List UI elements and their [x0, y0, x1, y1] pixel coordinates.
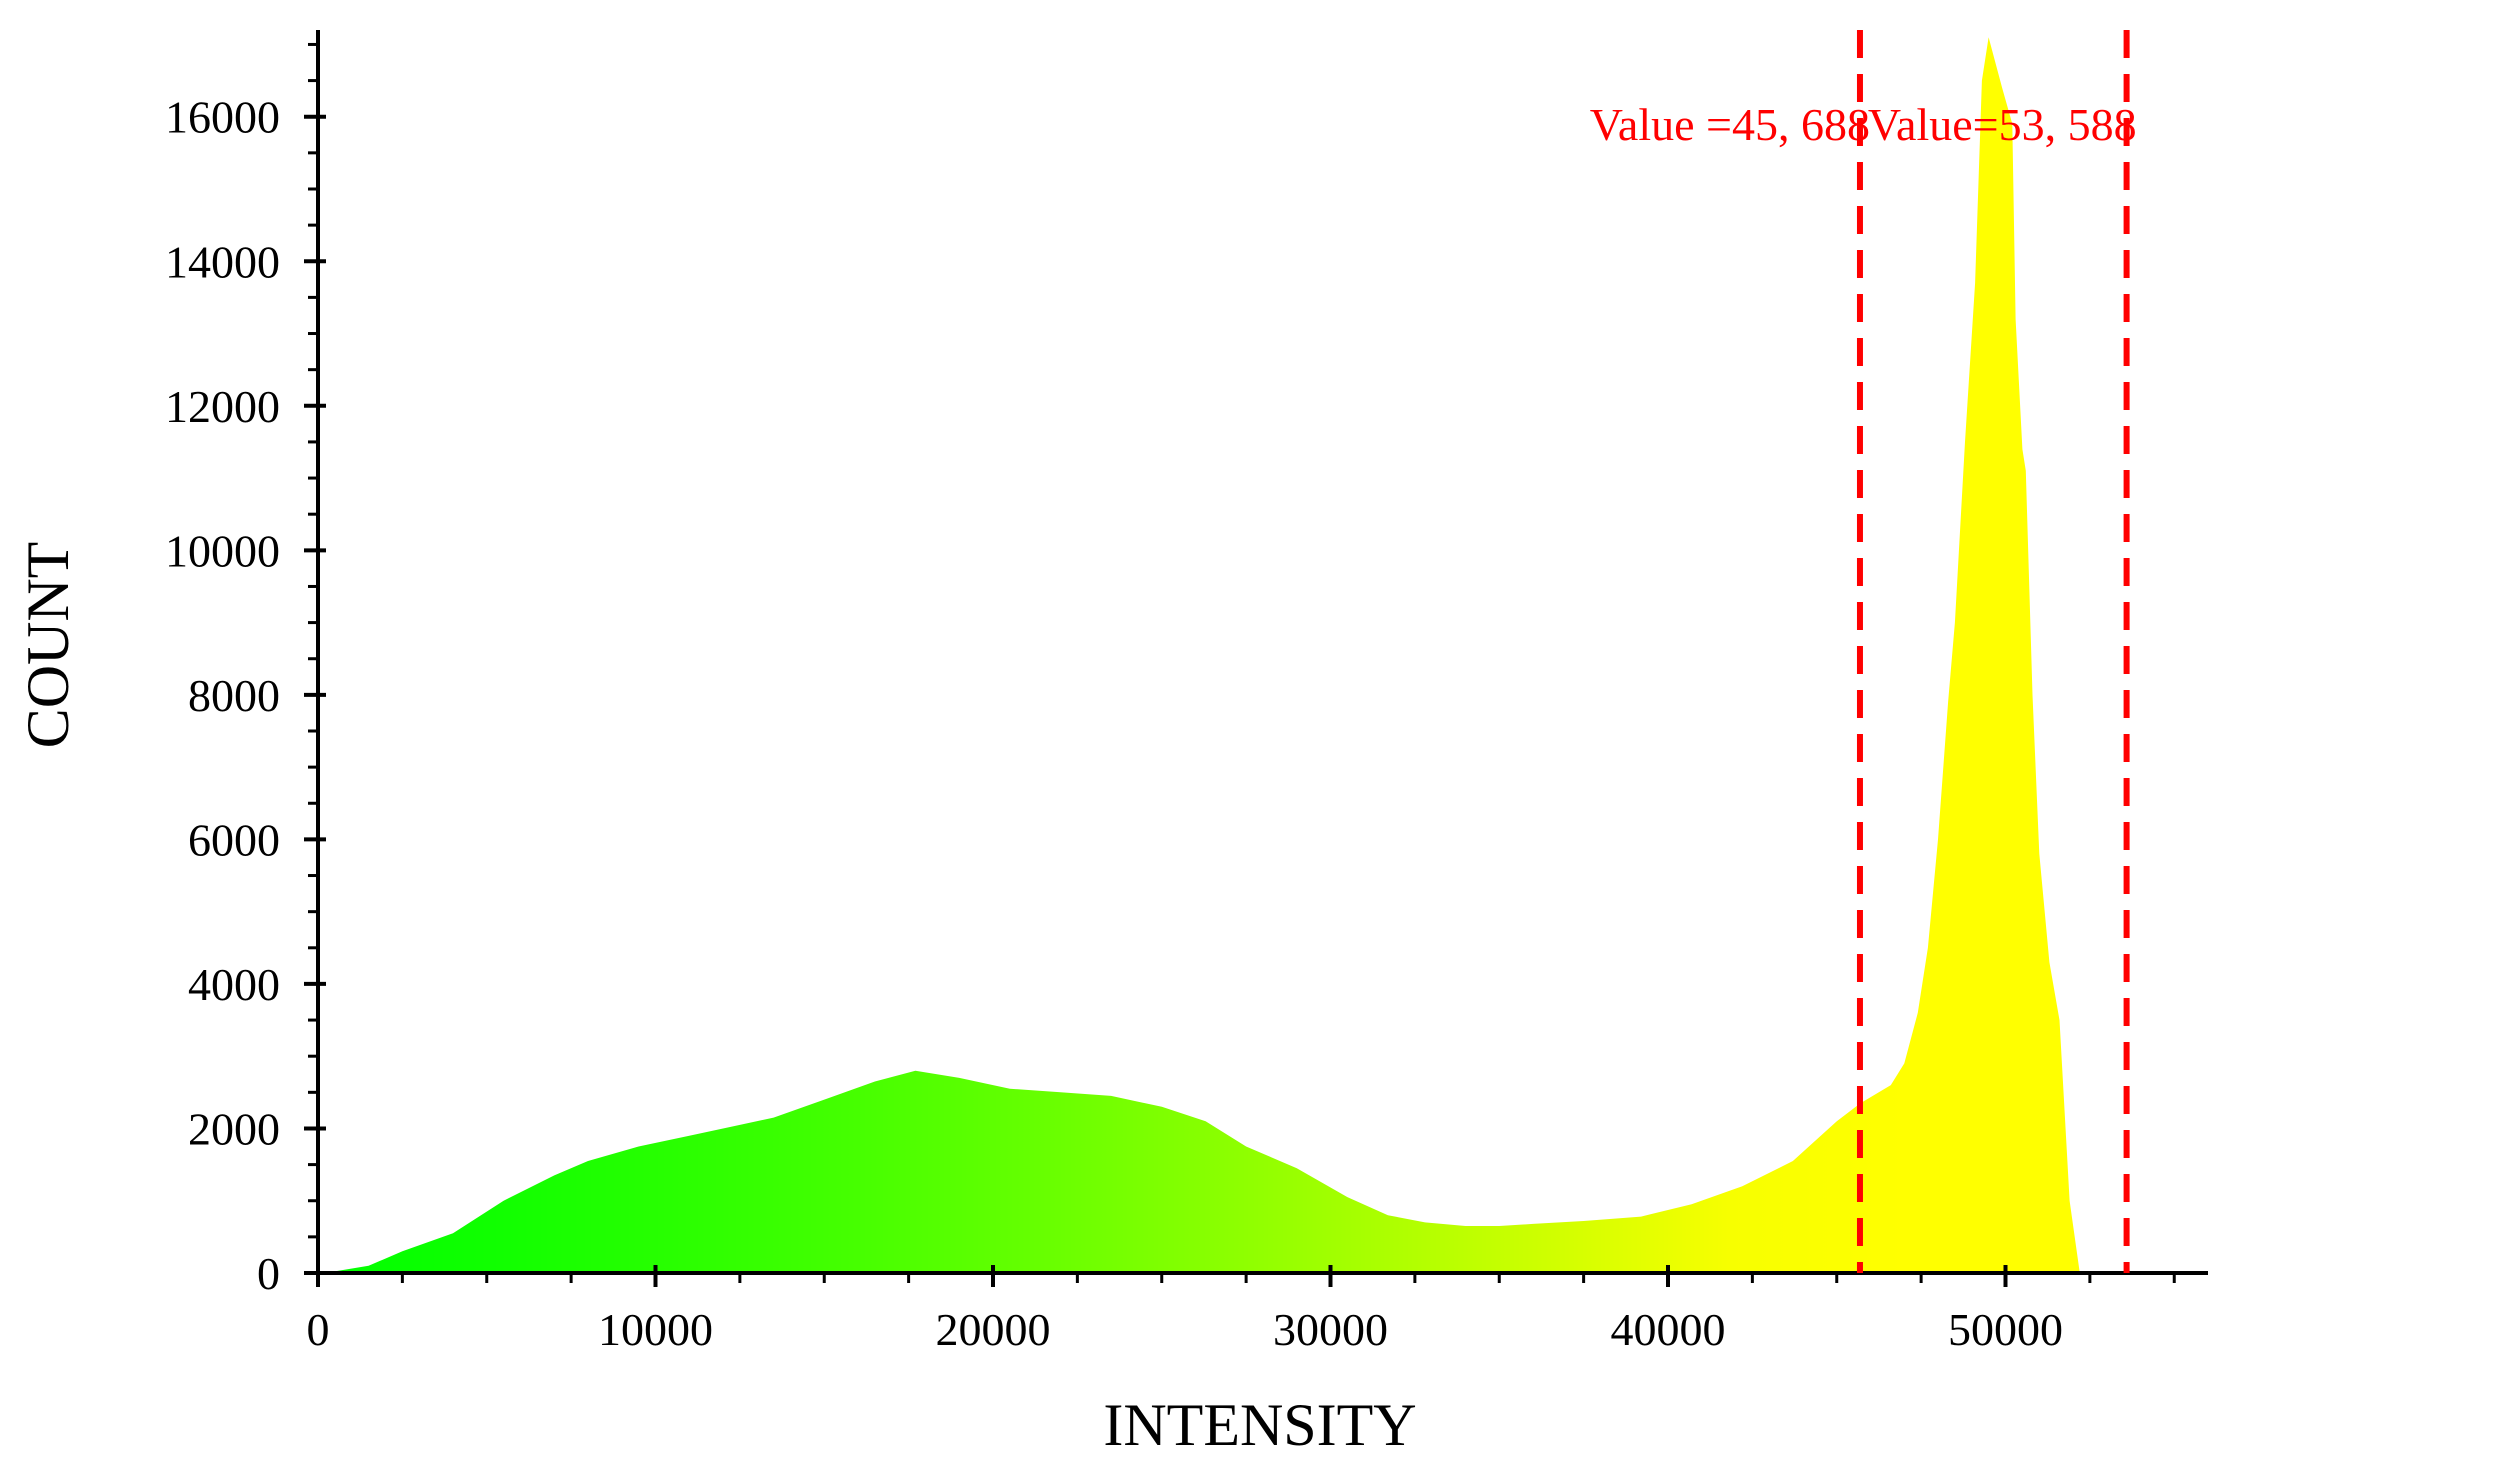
y-tick-label: 2000	[188, 1103, 280, 1154]
y-tick-label: 8000	[188, 670, 280, 721]
y-tick-label: 10000	[165, 525, 280, 576]
x-axis-title: INTENSITY	[1103, 1392, 1416, 1458]
y-tick-label: 4000	[188, 959, 280, 1010]
x-tick-label: 30000	[1273, 1304, 1388, 1355]
x-tick-label: 50000	[1948, 1304, 2063, 1355]
x-tick-label: 40000	[1611, 1304, 1726, 1355]
y-tick-label: 6000	[188, 814, 280, 865]
histogram-area-series-0	[324, 37, 2080, 1274]
reference-line-label-1: Value=53, 588	[1868, 99, 2137, 150]
y-tick-label: 16000	[165, 92, 280, 143]
reference-line-label-0: Value =45, 688	[1590, 99, 1870, 150]
y-tick-label: 14000	[165, 236, 280, 287]
y-axis-title: COUNT	[15, 542, 81, 749]
x-tick-label: 0	[307, 1304, 330, 1355]
x-tick-label: 10000	[598, 1304, 713, 1355]
y-tick-label: 12000	[165, 381, 280, 432]
x-tick-label: 20000	[936, 1304, 1051, 1355]
y-tick-label: 0	[257, 1248, 280, 1299]
